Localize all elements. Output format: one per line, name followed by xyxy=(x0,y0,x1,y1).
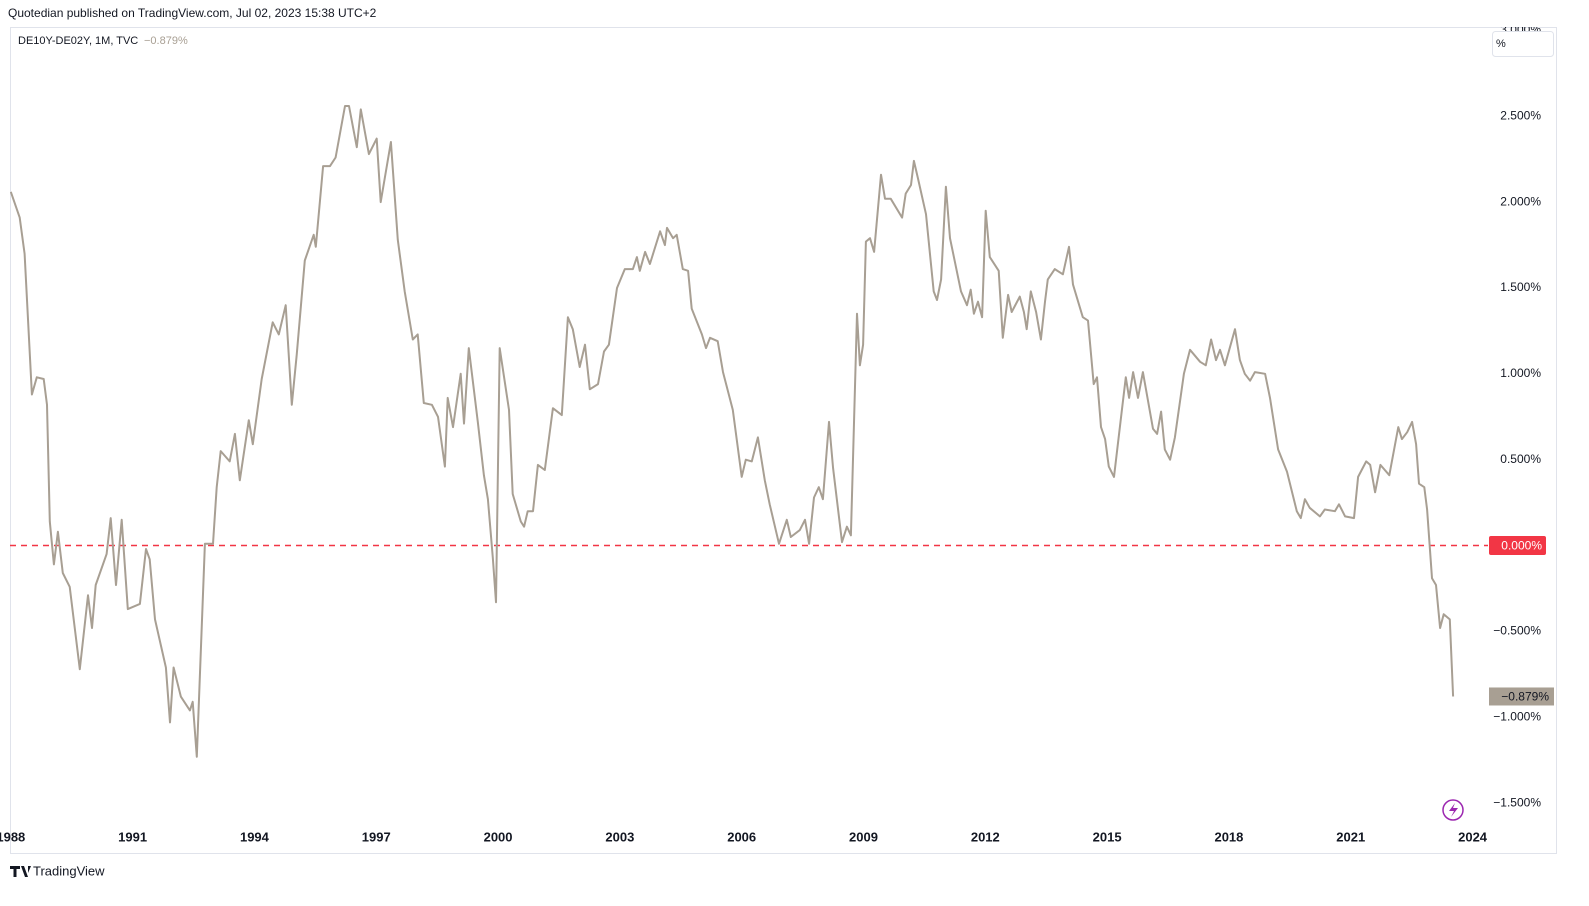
x-tick-label: 1997 xyxy=(362,829,391,844)
x-tick-label: 2009 xyxy=(849,829,878,844)
y-tick-label: 1.000% xyxy=(1500,366,1541,380)
last-value-label: −0.879% xyxy=(1501,690,1549,704)
y-tick-label: 2.000% xyxy=(1500,194,1541,208)
y-tick-label: −1.500% xyxy=(1493,795,1541,809)
series-line xyxy=(10,105,1455,758)
y-tick-label: 0.500% xyxy=(1500,452,1541,466)
frame xyxy=(10,27,1557,854)
unit-box[interactable] xyxy=(1492,31,1554,57)
last-value-box xyxy=(1489,687,1554,706)
x-tick-label: 2012 xyxy=(971,829,1000,844)
legend-symbol: DE10Y-DE02Y, 1M, TVC xyxy=(18,35,138,47)
zero-label: 0.000% xyxy=(1501,539,1542,553)
x-tick-label: 1988 xyxy=(0,829,25,844)
y-tick-label: −1.000% xyxy=(1493,709,1541,723)
unit-label: % xyxy=(1496,38,1506,50)
y-tick-label: 1.500% xyxy=(1500,280,1541,294)
x-tick-label: 2024 xyxy=(1458,829,1488,844)
x-axis: 1988 1991 1994 1997 2000 2003 2006 2009 2012 2015… xyxy=(0,829,1488,844)
plot-area xyxy=(10,105,1488,758)
y-tick-label: 2.500% xyxy=(1500,108,1541,122)
x-tick-label: 2021 xyxy=(1336,829,1365,844)
x-tick-label: 2018 xyxy=(1214,829,1243,844)
tv-logo xyxy=(10,866,31,877)
x-tick-label: 2015 xyxy=(1093,829,1122,844)
x-tick-label: 2003 xyxy=(605,829,634,844)
lightning-icon[interactable] xyxy=(1442,799,1464,821)
zero-label-box xyxy=(1489,536,1546,556)
x-tick-label: 2000 xyxy=(484,829,513,844)
footer: TradingView xyxy=(33,863,105,878)
header: Quotedian published on TradingView.com, … xyxy=(8,6,377,20)
x-tick-label: 1994 xyxy=(240,829,270,844)
x-tick-label: 1991 xyxy=(118,829,147,844)
x-tick-label: 2006 xyxy=(727,829,756,844)
legend-value: −0.879% xyxy=(144,35,188,47)
lightning-glyph xyxy=(1449,803,1458,817)
y-tick-label: −0.500% xyxy=(1493,624,1541,638)
